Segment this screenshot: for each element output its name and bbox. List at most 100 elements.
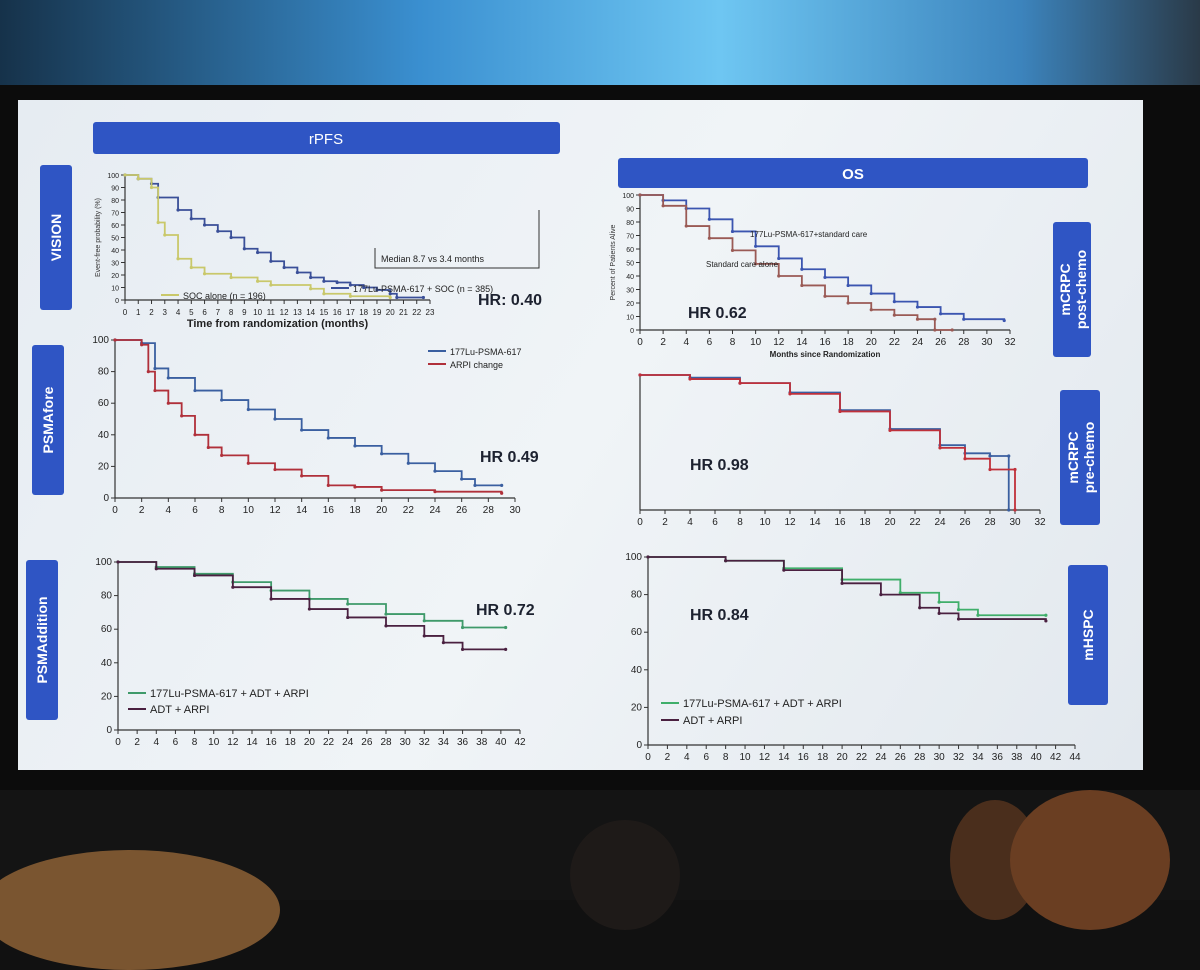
chart-vision-os: 0 2 4 6 8 10 12 14 16 18 20 22 24 26 28 30 3201020304050… (610, 193, 1016, 359)
censor-mark (754, 244, 758, 248)
x-tick-label: 2 (149, 308, 154, 317)
x-tick-label: 8 (192, 737, 198, 748)
censor-mark (1007, 508, 1011, 512)
censor-mark (273, 467, 277, 472)
censor-mark (246, 407, 250, 412)
x-tick-label: 30 (400, 737, 412, 748)
censor-mark (282, 265, 286, 270)
x-tick-label: 18 (843, 337, 855, 348)
x-tick-label: 12 (280, 308, 289, 317)
censor-mark (898, 591, 902, 595)
censor-mark (335, 280, 339, 285)
x-tick-label: 20 (866, 337, 878, 348)
x-tick-label: 26 (361, 737, 373, 748)
censor-mark (353, 444, 357, 448)
y-tick-label: 80 (98, 367, 110, 378)
censor-mark (782, 568, 786, 572)
y-tick-label: 40 (626, 274, 634, 281)
x-tick-label: 32 (953, 752, 965, 763)
x-tick-label: 6 (173, 737, 179, 748)
censor-mark (976, 613, 980, 617)
x-tick-label: 38 (476, 737, 488, 748)
x-tick-label: 26 (935, 337, 947, 348)
censor-mark (176, 208, 180, 212)
y-tick-label: 30 (626, 288, 634, 295)
x-tick-label: 6 (707, 337, 713, 348)
x-tick-label: 40 (1031, 752, 1043, 763)
censor-mark (388, 295, 392, 300)
censor-mark (933, 328, 937, 332)
label-line: mCRPC (1057, 263, 1073, 315)
x-tick-label: 20 (376, 505, 388, 516)
x-tick-label: 24 (875, 752, 887, 763)
censor-mark (869, 308, 873, 312)
censor-mark (273, 417, 277, 421)
y-tick-label: 70 (111, 211, 119, 218)
censor-mark (166, 376, 170, 380)
censor-mark (149, 185, 154, 190)
x-tick-label: 3 (163, 308, 168, 317)
x-tick-label: 24 (934, 517, 946, 528)
censor-mark (353, 485, 357, 489)
audience-head (1010, 790, 1170, 930)
y-tick-label: 20 (98, 461, 110, 472)
censor-mark (153, 366, 157, 371)
x-tick-label: 14 (306, 308, 315, 317)
censor-mark (406, 461, 410, 465)
x-tick-label: 32 (1034, 517, 1046, 528)
x-tick-label: 15 (319, 308, 328, 317)
x-tick-label: 4 (683, 337, 689, 348)
censor-mark (380, 488, 384, 492)
censor-mark (988, 454, 992, 458)
censor-mark (788, 392, 792, 396)
censor-mark (163, 233, 167, 237)
censor-mark (193, 433, 197, 437)
censor-mark (206, 445, 210, 450)
y-tick-label: 40 (631, 665, 643, 676)
x-tick-label: 6 (192, 505, 198, 516)
y-tick-label: 50 (626, 261, 634, 268)
y-tick-label: 60 (631, 627, 643, 638)
x-tick-label: 0 (637, 517, 643, 528)
x-tick-label: 18 (359, 308, 368, 317)
censor-mark (362, 285, 366, 290)
legend-label: 177Lu-PSMA-617 + SOC (n = 385) (353, 284, 493, 294)
censor-mark (777, 274, 781, 278)
x-tick-label: 22 (403, 505, 415, 516)
x-tick-label: 20 (837, 752, 849, 763)
y-tick-label: 70 (626, 234, 634, 241)
censor-mark (918, 606, 922, 610)
x-tick-label: 6 (202, 308, 207, 317)
x-tick-label: 28 (984, 517, 996, 528)
legend-label: ADT + ARPI (683, 715, 742, 727)
x-tick-label: 16 (323, 505, 335, 516)
censor-mark (295, 270, 299, 275)
x-tick-label: 28 (914, 752, 926, 763)
series-line-1 (640, 194, 953, 331)
x-tick-label: 19 (373, 308, 382, 317)
censor-mark (192, 573, 197, 578)
censor-mark (823, 275, 827, 279)
audience-area (0, 790, 1200, 970)
censor-mark (202, 272, 207, 276)
censor-mark (646, 555, 650, 559)
x-axis-title: Time from randomization (months) (187, 318, 369, 330)
x-tick-label: 16 (266, 737, 278, 748)
legend-label: 177Lu-PSMA-617 + ADT + ARPI (683, 698, 842, 710)
y-tick-label: 0 (636, 740, 642, 751)
annotation-box (374, 210, 540, 269)
x-tick-label: 22 (323, 737, 335, 748)
x-tick-label: 28 (380, 737, 392, 748)
censor-mark (113, 338, 117, 342)
x-tick-label: 16 (819, 337, 831, 348)
censor-mark (460, 477, 464, 481)
censor-mark (684, 224, 688, 228)
y-tick-label: 100 (622, 193, 634, 200)
y-tick-label: 20 (626, 301, 634, 308)
hazard-ratio: HR 0.72 (476, 602, 535, 619)
x-tick-label: 20 (304, 737, 316, 748)
hazard-ratio: HR 0.98 (690, 457, 749, 474)
hazard-ratio: HR 0.62 (688, 305, 747, 322)
chart-psmafore: 0 2 4 6 8 10 12 14 16 18 20 22 24 26 28 30020406080100H… (92, 335, 538, 516)
chart-psmaddition-os: 0 2 4 6 8 10 12 14 16 18 20 22 24 26 28 30 32 34 36 38 40 42 4… (625, 552, 1081, 763)
